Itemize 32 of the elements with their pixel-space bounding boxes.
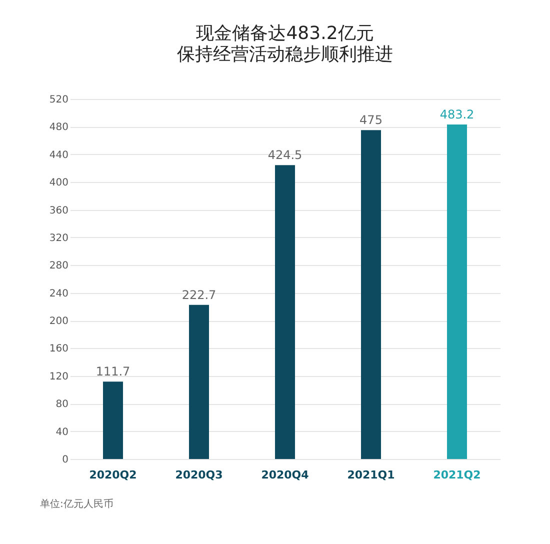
x-tick-label: 2020Q2 [89, 468, 137, 482]
y-tick-label: 280 [49, 260, 68, 272]
y-tick-label: 520 [49, 94, 68, 106]
chart-title: 现金储备达483.2亿元 [196, 23, 374, 44]
x-tick-label: 2021Q1 [347, 468, 395, 482]
bar [189, 304, 209, 459]
y-tick-label: 80 [56, 399, 68, 410]
y-tick-label: 200 [49, 316, 68, 328]
y-tick-label: 0 [62, 454, 68, 466]
bar [447, 124, 467, 459]
y-tick-label: 120 [49, 371, 68, 382]
x-tick-label: 2020Q4 [261, 468, 310, 482]
y-tick-label: 320 [49, 232, 68, 244]
chart-subtitle: 保持经营活动稳步顺利推进 [177, 44, 393, 65]
text: 单位:亿元人民币 [40, 498, 114, 510]
y-tick-label: 160 [49, 344, 68, 355]
data-label: 483.2 [440, 107, 474, 122]
data-label: 475 [360, 113, 382, 128]
data-label: 111.7 [96, 364, 130, 379]
y-tick-label: 360 [49, 205, 68, 216]
y-tick-label: 40 [56, 426, 68, 438]
x-tick-label: 2021Q2 [433, 468, 481, 482]
data-label: 424.5 [268, 148, 302, 162]
y-tick-label: 480 [49, 122, 68, 134]
y-tick-label: 400 [49, 178, 68, 189]
bar [103, 382, 123, 459]
bar [275, 165, 295, 459]
data-label: 222.7 [182, 288, 216, 302]
y-tick-label: 240 [49, 288, 68, 300]
x-tick-label: 2020Q3 [175, 468, 223, 482]
bar [361, 130, 381, 459]
y-tick-label: 440 [49, 150, 68, 161]
